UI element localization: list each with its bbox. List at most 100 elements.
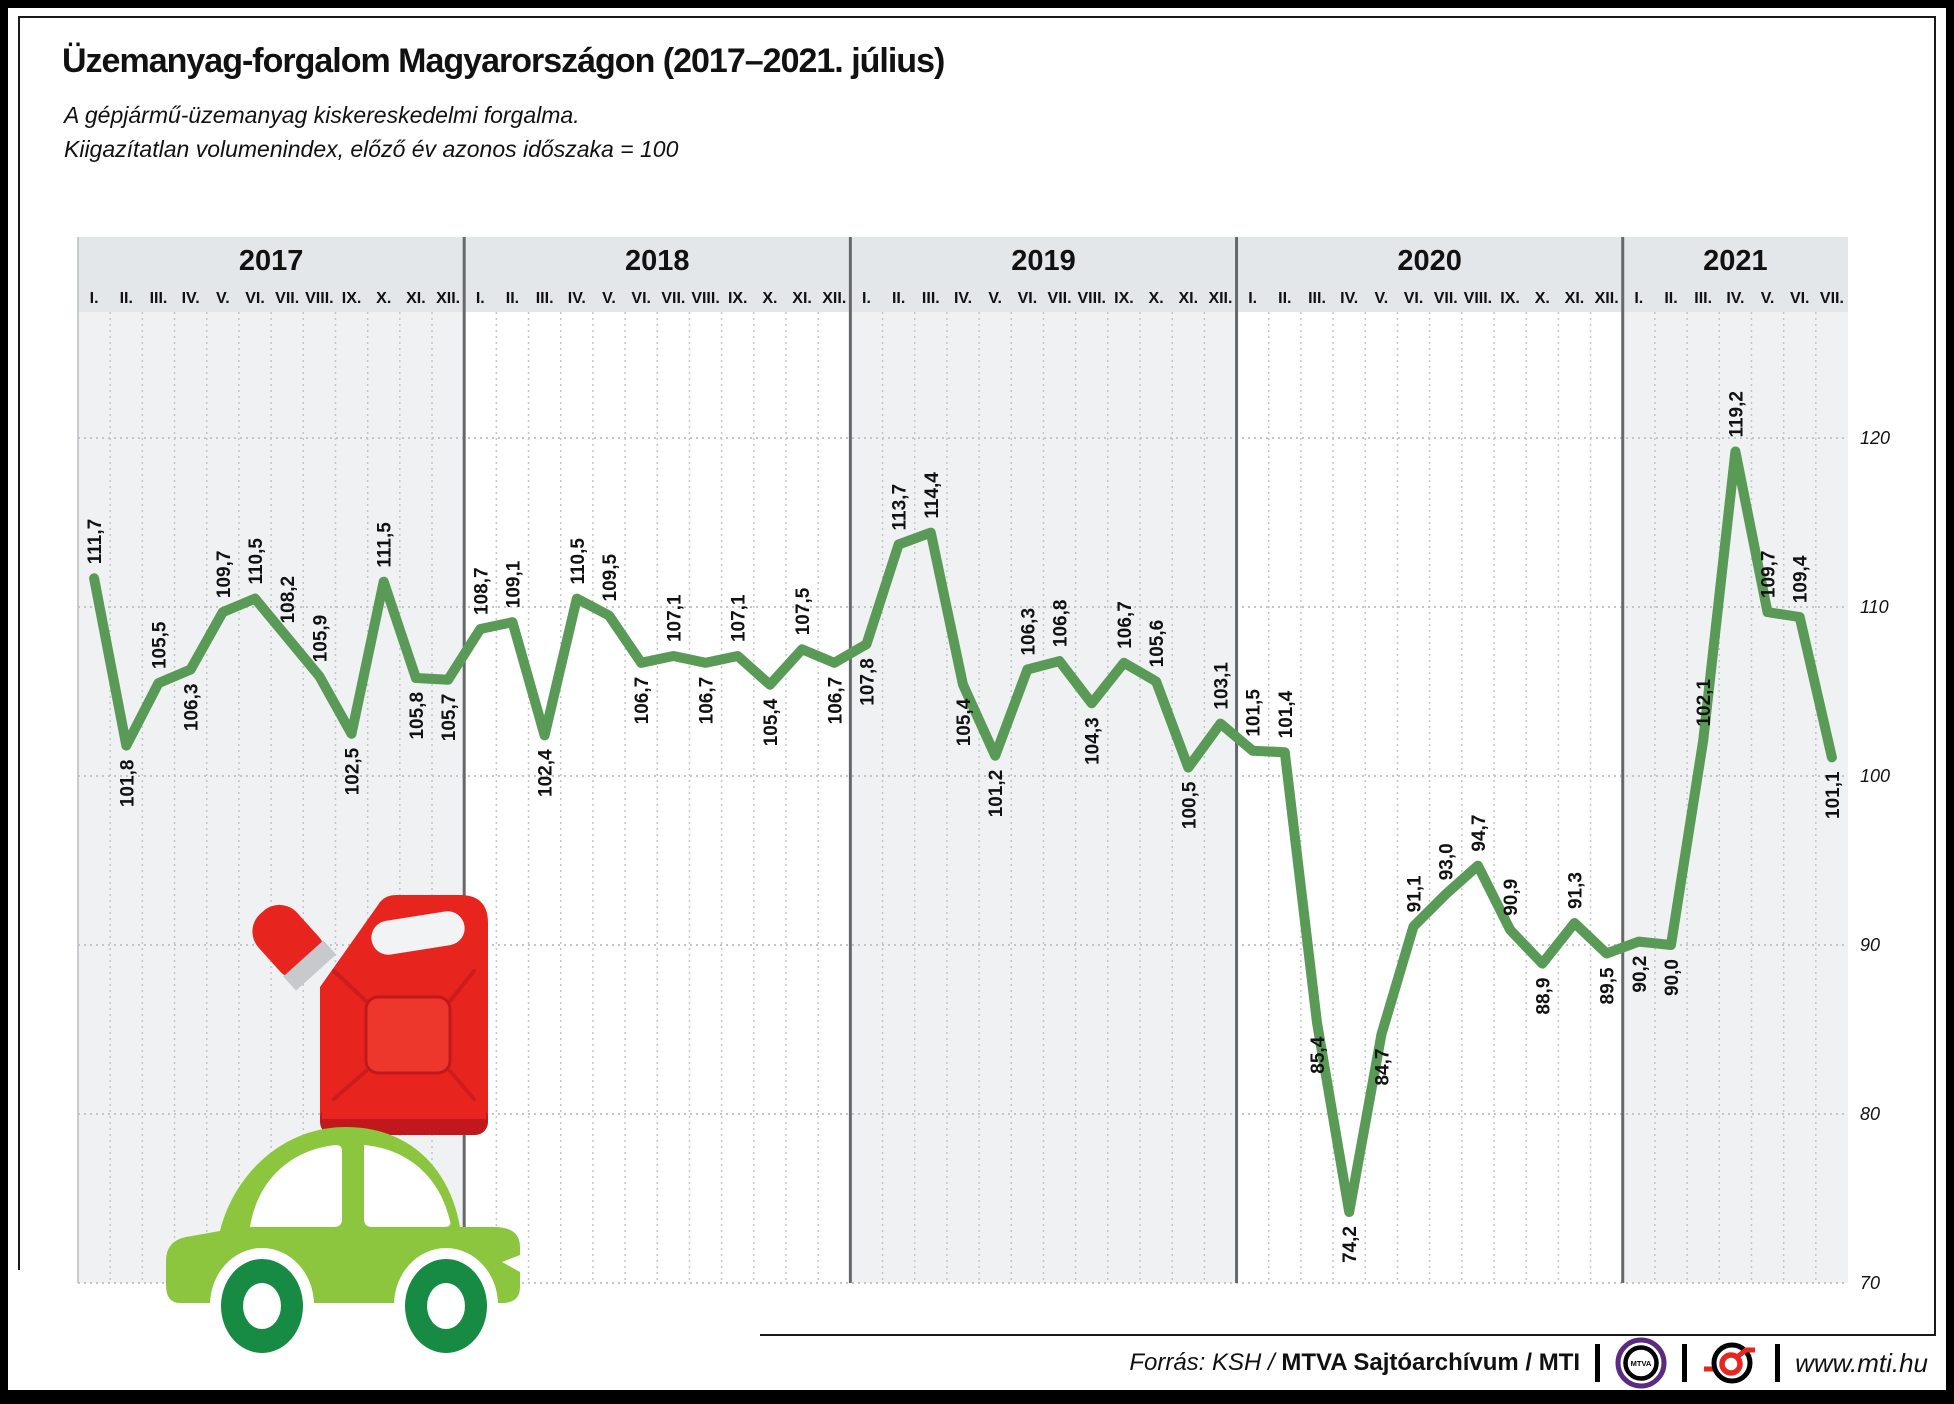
value-label: 109,4 [1791,555,1812,603]
month-label: XII. [1595,290,1619,307]
value-label: 89,5 [1598,967,1619,1004]
website-link: www.mti.hu [1795,1347,1928,1378]
value-label: 101,4 [1276,690,1297,738]
month-label: V. [602,290,616,307]
value-label: 103,1 [1211,662,1232,710]
rear-wheel-icon [394,1248,498,1362]
month-label: VI. [1018,290,1038,307]
month-label: I. [476,290,485,307]
value-label: 107,8 [857,658,878,706]
inner-frame-right [1934,16,1936,1336]
month-label: I. [1634,290,1643,307]
value-label: 94,7 [1469,815,1490,852]
y-tick-label: 110 [1860,597,1889,617]
month-label: VII. [275,290,299,307]
data-line [89,446,1837,1217]
page-title: Üzemanyag-forgalom Magyarországon (2017–… [62,42,945,80]
value-label: 106,7 [825,677,846,725]
value-label: 102,4 [536,749,557,797]
year-label-2018: 2018 [625,245,690,277]
plot-band-2020 [1236,312,1623,1283]
value-label: 105,4 [954,698,975,746]
month-label: IX. [1114,290,1134,307]
month-label: II. [1278,290,1291,307]
y-tick-label: 70 [1860,1273,1880,1293]
y-tick-label: 120 [1860,428,1890,448]
month-label: IV. [568,290,586,307]
plot-band-2018 [464,312,851,1283]
year-label-2017: 2017 [239,245,304,277]
value-label: 114,4 [922,472,943,519]
value-label: 91,3 [1565,872,1586,909]
month-label: IX. [342,290,362,307]
month-label: X. [1535,290,1550,307]
year-label-2021: 2021 [1703,245,1768,277]
month-label: X. [376,290,391,307]
chart-subtitle-line2: Kiigazítatlan volumenindex, előző év azo… [64,136,679,162]
month-label: XII. [436,290,460,307]
footer-divider [1775,1344,1781,1382]
month-label: IV. [1340,290,1358,307]
value-label: 90,0 [1662,959,1683,996]
mtva-logo-icon: MTVA [1615,1337,1667,1389]
month-label: IV. [954,290,972,307]
page-border-right [1946,0,1954,1404]
value-labels: 111,7 101,8 105,5 106,3 109,7 110,5 108,2 105,9… [85,391,1844,1263]
month-label: VI. [1404,290,1424,307]
month-label: V. [1761,290,1775,307]
month-label: VIII. [305,290,333,307]
month-label: III. [536,290,554,307]
source-archive: MTVA Sajtóarchívum [1281,1349,1519,1376]
y-tick-label: 100 [1860,766,1890,786]
source-agency: / MTI [1518,1349,1581,1376]
y-tick-label: 80 [1860,1104,1880,1124]
page-border-bottom [0,1390,1954,1404]
value-label: 105,5 [149,621,170,669]
value-label: 106,7 [697,677,718,725]
value-label: 101,2 [986,770,1007,818]
value-label: 93,0 [1437,843,1458,880]
source-prefix: Forrás: KSH / [1129,1349,1282,1376]
month-label: I. [1248,290,1257,307]
month-label: VII. [1820,290,1844,307]
month-label: VII. [661,290,685,307]
front-wheel-icon [210,1248,314,1362]
page-border-top [0,0,1954,8]
footer-credits: Forrás: KSH / MTVA Sajtóarchívum / MTI M… [760,1337,1928,1389]
value-label: 105,4 [761,698,782,746]
value-label: 106,3 [182,684,203,732]
value-label: 84,7 [1372,1049,1393,1086]
value-label: 119,2 [1726,391,1747,438]
svg-text:MTVA: MTVA [1631,1359,1652,1368]
value-label: 106,3 [1018,608,1039,656]
chart-header-band [78,237,1848,312]
value-label: 109,1 [503,560,524,608]
month-label: VII. [1048,290,1072,307]
value-label: 91,1 [1405,875,1426,912]
value-label: 107,5 [793,587,814,635]
footer-divider [1595,1344,1601,1382]
month-label: XII. [822,290,846,307]
value-label: 111,7 [85,519,106,564]
footer-divider [1682,1344,1688,1382]
fuel-can-icon [252,895,488,1135]
month-label: VI. [1790,290,1810,307]
month-label: II. [1664,290,1677,307]
month-label: VIII. [1078,290,1106,307]
month-label: X. [762,290,777,307]
year-label-2019: 2019 [1011,245,1076,277]
inner-frame-bottom [760,1334,1936,1336]
inner-frame-top [18,16,1936,18]
value-label: 105,6 [1147,620,1168,668]
value-label: 85,4 [1308,1036,1329,1073]
month-label: VIII. [691,290,719,307]
value-label: 108,7 [471,567,492,615]
month-label: I. [90,290,99,307]
month-labels: I. II. III. IV. V. VI. VII. VIII. IX. X. XI. XII. I.… [90,290,1844,307]
page-border-left [0,0,8,1404]
month-label: V. [1375,290,1389,307]
value-label: 107,1 [729,594,750,642]
month-label: III. [922,290,940,307]
